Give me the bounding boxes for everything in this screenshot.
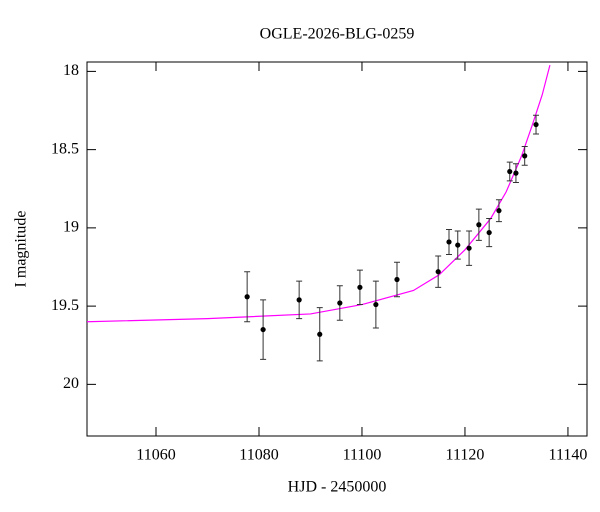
data-point (244, 294, 250, 300)
data-point (446, 239, 452, 245)
data-point (373, 301, 379, 308)
y-tick-label: 19.5 (51, 297, 79, 314)
data-point (513, 170, 519, 176)
plot-frame (86, 61, 588, 437)
data-point (476, 222, 482, 228)
model-curve (87, 64, 551, 323)
y-tick-label: 18.5 (51, 140, 79, 157)
data-point (533, 121, 539, 128)
y-axis-label: I magnitude (13, 211, 30, 288)
data-point (337, 300, 343, 306)
x-tick-label: 11100 (343, 447, 382, 464)
data-point (486, 229, 492, 236)
data-point (435, 269, 441, 275)
data-point (455, 242, 461, 248)
data-point (507, 168, 513, 175)
x-tick-label: 11120 (446, 447, 485, 464)
data-point (466, 245, 472, 251)
y-tick-label: 19 (63, 219, 79, 236)
data-point (522, 153, 528, 159)
y-tick-label: 18 (63, 62, 79, 79)
data-point (357, 284, 363, 290)
chart-title: OGLE-2026-BLG-0259 (260, 26, 415, 43)
y-tick-label: 20 (63, 375, 79, 392)
data-point (296, 297, 302, 303)
x-tick-label: 11080 (239, 447, 278, 464)
x-tick-label: 11060 (136, 447, 175, 464)
data-point (260, 326, 266, 333)
x-axis-label: HJD - 2450000 (288, 479, 387, 496)
data-point (317, 331, 323, 337)
data-point (394, 276, 400, 283)
x-tick-label: 11140 (549, 447, 588, 464)
data-point (496, 208, 502, 214)
